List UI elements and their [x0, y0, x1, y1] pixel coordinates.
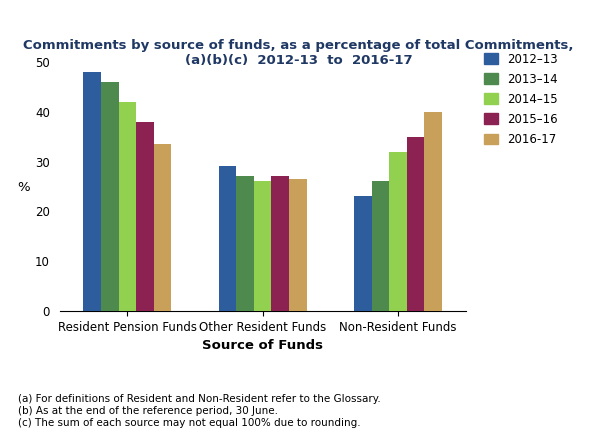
Bar	[101, 82, 119, 311]
Bar	[289, 179, 307, 311]
Bar	[407, 137, 424, 311]
Bar	[254, 181, 272, 311]
X-axis label: Source of Funds: Source of Funds	[202, 339, 323, 353]
Bar	[119, 102, 136, 311]
Bar	[236, 176, 254, 311]
Bar	[219, 166, 236, 311]
Bar	[154, 144, 171, 311]
Bar	[272, 176, 289, 311]
Bar	[136, 122, 154, 311]
Text: Commitments by source of funds, as a percentage of total Commitments,
(a)(b)(c) : Commitments by source of funds, as a per…	[23, 39, 574, 67]
Bar	[354, 197, 371, 311]
Y-axis label: %: %	[18, 181, 30, 194]
Legend: 2012–13, 2013–14, 2014–15, 2015–16, 2016-17: 2012–13, 2013–14, 2014–15, 2015–16, 2016…	[484, 53, 558, 146]
Text: (a) For definitions of Resident and Non-Resident refer to the Glossary.
(b) As a: (a) For definitions of Resident and Non-…	[18, 394, 381, 428]
Bar	[389, 152, 407, 311]
Bar	[424, 111, 442, 311]
Bar	[84, 72, 101, 311]
Bar	[371, 181, 389, 311]
